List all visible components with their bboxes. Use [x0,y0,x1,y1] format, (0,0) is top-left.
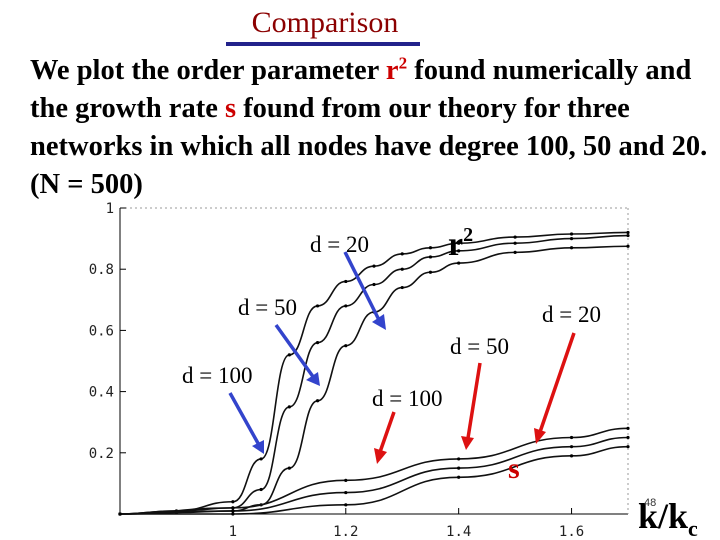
data-point [344,304,348,308]
data-point [457,261,461,265]
slide-number: 48 [644,497,657,509]
data-point [231,500,235,504]
data-point [372,264,376,268]
y-tick-label: 0.2 [89,446,114,462]
data-point [259,487,263,492]
data-point [569,237,574,241]
data-point [344,279,348,284]
red-arrow-d20 [534,332,576,444]
data-point [457,475,461,479]
data-point [315,399,320,403]
data-point [372,282,376,287]
data-point [457,249,461,253]
data-point [344,490,348,495]
data-point [118,512,122,516]
data-point [428,255,433,259]
data-point [569,454,574,458]
x-axis-label: k/kc [638,496,698,540]
data-point [400,267,404,271]
data-point [569,445,574,449]
data-point [513,235,517,239]
data-point [259,457,263,461]
data-point [626,426,630,430]
body-r-highlight: r2 [385,53,408,86]
data-point [231,506,235,510]
data-point [287,353,291,357]
x-tick-label: 1 [229,524,237,540]
data-point [457,457,461,461]
label-r2-d20: d = 20 [310,232,369,257]
data-point [513,241,517,245]
x-tick-label: 1.2 [333,524,358,540]
data-point [315,341,320,345]
title-underline [226,42,420,46]
data-point [287,405,291,409]
series-line-6 [119,445,629,515]
data-point [457,241,461,245]
body-s-highlight: s [224,93,237,124]
data-point [457,466,461,470]
y-tick-label: 0.8 [89,262,114,278]
data-point [315,304,320,308]
body-part-1: We plot the order parameter [30,55,386,86]
slide-body-text: We plot the order parameter r2 found num… [30,52,710,204]
body-r-sup: 2 [398,53,408,73]
data-point [626,244,630,248]
data-point [287,466,291,470]
y-tick-label: 1 [106,201,114,217]
label-s-d20: d = 20 [542,302,601,327]
data-point [626,435,630,440]
blue-arrow-d20 [343,251,386,330]
body-part-3: found from our theory for three networks… [30,93,708,200]
data-point [400,285,404,290]
slide-title: Comparison [251,6,399,39]
data-point [569,232,574,236]
y-tick-label: 0.6 [89,323,114,339]
data-point [513,250,517,254]
blue-arrow-d50 [274,323,320,386]
x-tick-label: 1.4 [446,524,471,540]
data-point [344,344,348,348]
label-s-d100: d = 100 [372,386,442,411]
label-r2-d50: d = 50 [238,295,297,320]
data-point [400,252,404,256]
label-s-d50: d = 50 [450,334,509,359]
body-r-letter: r [385,55,399,86]
red-arrow-d100 [374,411,396,464]
data-point [626,233,630,238]
data-point [344,503,348,507]
data-point [626,230,630,235]
data-point [569,246,574,250]
s-label: s [508,452,520,485]
data-point [344,478,348,482]
data-point [626,445,630,449]
red-arrow-d50 [461,362,482,450]
series-line-1 [119,231,629,515]
blue-arrow-d100 [228,392,264,454]
data-point [428,270,433,274]
y-tick-label: 0.4 [89,385,114,401]
body-part-2: found numerically and the growth rate [30,55,692,124]
x-tick-label: 1.6 [559,524,584,540]
series-line-2 [119,234,629,515]
data-point [569,435,574,440]
data-point [428,246,433,250]
r2-label: r2 [448,224,473,263]
label-r2-d100: d = 100 [182,363,252,388]
